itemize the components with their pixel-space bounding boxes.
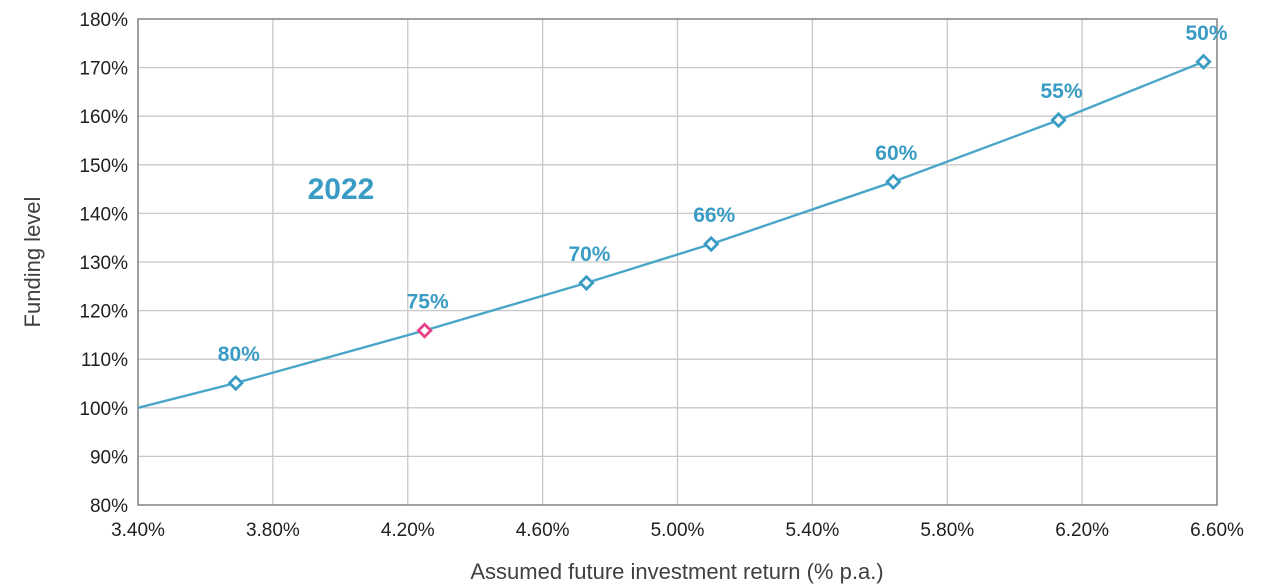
point-label: 60% — [875, 142, 917, 165]
y-tick-label: 110% — [81, 350, 128, 371]
data-marker — [703, 235, 720, 253]
point-label: 80% — [218, 343, 260, 366]
data-marker — [1050, 111, 1067, 129]
x-tick-label: 4.60% — [516, 520, 570, 541]
x-tick-label: 3.40% — [111, 520, 165, 541]
axes — [137, 18, 1218, 506]
x-tick-label: 6.60% — [1190, 520, 1244, 541]
y-tick-labels: 80% 90% 100% 110% 120% 130% 140% 150% 160% 170% 18… — [79, 10, 128, 517]
y-tick-label: 90% — [90, 447, 128, 468]
y-tick-label: 130% — [79, 253, 128, 274]
y-tick-label: 120% — [79, 302, 128, 323]
point-label: 50% — [1185, 22, 1227, 45]
highlight-marker — [416, 322, 433, 339]
data-marker — [885, 173, 902, 190]
year-annotation: 2022 — [308, 173, 375, 206]
point-labels: 80% 75% 70% 66% 60% 55% 50% — [218, 22, 1228, 366]
x-tick-label: 5.40% — [785, 520, 839, 541]
y-tick-label: 80% — [90, 496, 128, 517]
x-tick-label: 5.00% — [651, 520, 705, 541]
plot-frame — [137, 18, 1218, 506]
point-label: 55% — [1041, 80, 1083, 103]
y-tick-label: 180% — [79, 10, 128, 31]
point-label: 70% — [568, 243, 610, 266]
point-label: 75% — [407, 291, 449, 314]
x-tick-label: 5.80% — [920, 520, 974, 541]
x-tick-label: 3.80% — [246, 520, 300, 541]
data-marker — [1195, 53, 1212, 70]
y-tick-label: 170% — [79, 59, 128, 80]
y-tick-label: 160% — [79, 107, 128, 128]
markers — [227, 53, 1212, 392]
y-tick-label: 150% — [79, 156, 128, 177]
y-tick-label: 140% — [79, 204, 128, 225]
x-tick-label: 6.20% — [1055, 520, 1109, 541]
x-axis-title: Assumed future investment return (% p.a.… — [470, 559, 883, 584]
y-tick-label: 100% — [79, 399, 128, 420]
series — [137, 60, 1204, 409]
x-tick-label: 4.20% — [381, 520, 435, 541]
x-tick-labels: 3.40% 3.80% 4.20% 4.60% 5.00% 5.40% 5.80% 6.20%… — [111, 520, 1244, 541]
series-line — [137, 60, 1204, 409]
y-axis-title: Funding level — [20, 197, 45, 328]
data-marker — [578, 274, 595, 292]
data-marker — [227, 374, 244, 392]
point-label: 66% — [693, 204, 735, 227]
